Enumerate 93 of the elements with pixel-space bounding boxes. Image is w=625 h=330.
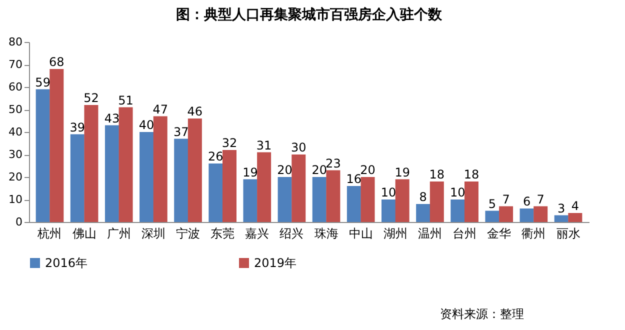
x-tick-label: 宁波: [176, 226, 200, 240]
data-label: 26: [208, 150, 224, 164]
data-label: 7: [502, 192, 510, 206]
chart-title: 图：典型人口再集聚城市百强房企入驻个数: [176, 6, 443, 23]
bar: [416, 204, 430, 222]
data-label: 52: [84, 91, 99, 105]
data-label: 5: [488, 196, 496, 211]
data-label: 39: [70, 120, 86, 134]
bar: [84, 105, 98, 222]
bar: [360, 177, 375, 222]
bar: [222, 150, 236, 222]
data-label: 37: [173, 124, 189, 139]
bar: [450, 200, 465, 222]
bar: [534, 206, 548, 222]
x-tick-label: 湖州: [383, 226, 408, 240]
x-tick-label: 绍兴: [280, 226, 304, 240]
data-label: 46: [187, 104, 203, 118]
y-tick-label: 80: [8, 36, 22, 48]
data-label: 10: [380, 186, 396, 200]
y-tick-label: 50: [8, 103, 22, 116]
y-tick-label: 60: [8, 80, 22, 94]
data-label: 10: [450, 186, 466, 200]
data-label: 59: [35, 75, 50, 90]
bar: [326, 170, 340, 222]
data-label: 20: [312, 163, 328, 177]
data-label: 43: [104, 111, 120, 126]
y-tick-label: 0: [16, 216, 22, 228]
y-tick-label: 70: [8, 58, 22, 71]
data-label: 6: [522, 194, 531, 208]
x-tick-label: 东莞: [210, 226, 235, 240]
bar: [430, 182, 444, 222]
data-label: 47: [152, 102, 168, 116]
bar: [520, 208, 534, 222]
data-label: 18: [464, 168, 480, 182]
bar: [257, 152, 272, 222]
x-tick-label: 丽水: [556, 226, 580, 240]
x-tick-label: 温州: [418, 226, 442, 240]
data-label: 19: [242, 165, 258, 180]
bar: [36, 89, 50, 222]
data-label: 32: [222, 136, 238, 150]
data-label: 20: [360, 163, 376, 177]
bar: [499, 206, 514, 222]
bar: [278, 177, 292, 222]
bar: [243, 179, 258, 222]
bar: [153, 116, 168, 222]
data-label: 3: [558, 201, 566, 216]
data-label: 23: [326, 156, 341, 170]
data-label: 68: [49, 55, 64, 69]
data-label: 30: [290, 140, 306, 154]
x-tick-label: 台州: [452, 226, 477, 240]
y-tick-label: 30: [8, 148, 22, 161]
data-label: 51: [118, 93, 134, 108]
bar: [208, 164, 223, 222]
bar: [554, 215, 568, 222]
data-label: 40: [138, 118, 154, 132]
bar: [188, 118, 202, 222]
bar: [382, 200, 396, 222]
x-tick-label: 深圳: [141, 226, 166, 240]
text: 资料来源：整理: [440, 306, 524, 323]
bar: [174, 138, 188, 222]
data-label: 7: [536, 192, 544, 206]
y-tick-label: 40: [8, 126, 22, 138]
bar: [485, 210, 500, 222]
data-label: 20: [277, 163, 292, 177]
bar: [292, 154, 306, 222]
data-label: 4: [571, 199, 579, 213]
bar: [395, 179, 410, 222]
x-tick-label: 佛山: [72, 226, 96, 240]
x-tick-label: 杭州: [36, 226, 62, 240]
data-label: 19: [394, 165, 410, 180]
bar: [70, 134, 84, 222]
bar: [464, 182, 478, 222]
bar: [104, 125, 119, 222]
x-tick-label: 衢州: [522, 226, 546, 240]
x-tick-label: 金华: [487, 226, 512, 240]
bar: [568, 213, 582, 222]
y-tick-label: 10: [8, 193, 22, 206]
data-label: 18: [429, 168, 445, 182]
x-tick-label: 广州: [106, 226, 131, 240]
bar: [118, 107, 133, 222]
bar: [346, 186, 361, 222]
bar: [140, 132, 154, 222]
x-tick-label: 中山: [348, 226, 373, 240]
legend-label: 2019年: [254, 256, 297, 270]
legend-label: 2016年: [45, 256, 88, 270]
bar: [312, 177, 326, 222]
x-tick-label: 珠海: [314, 226, 338, 240]
data-label: 31: [256, 138, 272, 152]
bar: [50, 69, 64, 222]
data-label: 16: [346, 172, 362, 186]
x-tick-label: 嘉兴: [245, 226, 270, 240]
y-tick-label: 20: [8, 170, 22, 184]
data-label: 8: [419, 190, 427, 204]
